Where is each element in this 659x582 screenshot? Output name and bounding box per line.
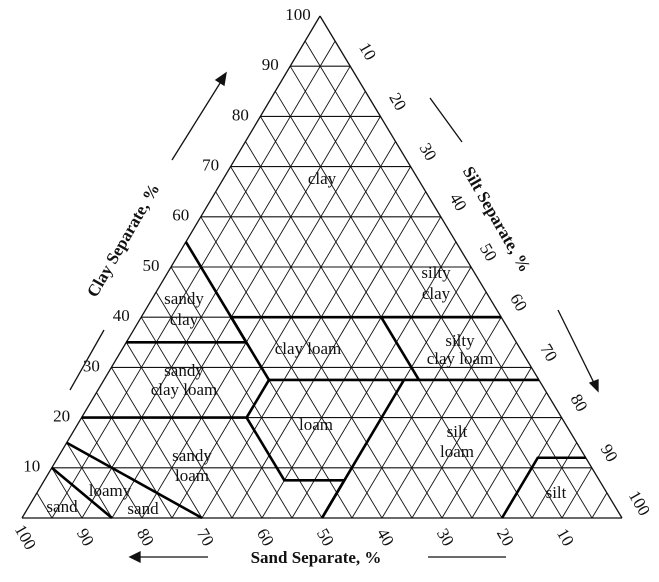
- label-sandy-loam-2: loam: [175, 466, 209, 485]
- silt-arrow-head-icon: [588, 379, 599, 393]
- label-silty-clay-loam-1: silty: [445, 331, 475, 350]
- silt-grid-line: [471, 392, 547, 519]
- clay-tick-label: 30: [83, 356, 100, 375]
- clay-axis-title: Clay Separate, %: [83, 180, 163, 300]
- sand-tick-label: 100: [11, 521, 40, 553]
- sand-grid-line: [155, 291, 293, 519]
- sand-tick-label: 90: [73, 525, 98, 549]
- label-silt-loam-2: loam: [440, 442, 474, 461]
- label-sandy-clay-1: sandy: [164, 289, 204, 308]
- silt-tick-label: 70: [536, 340, 561, 364]
- clay-tick-label: 100: [285, 5, 311, 24]
- label-silty-clay-loam-2: clay loam: [427, 349, 494, 368]
- clay-tick-label: 10: [23, 457, 40, 476]
- sand-grid-line: [215, 191, 413, 519]
- clay-arrow-head-icon: [214, 71, 227, 87]
- sand-tick-label: 80: [133, 525, 158, 549]
- label-silt: silt: [546, 483, 567, 502]
- silt-tick-label: 50: [476, 240, 501, 264]
- silt-grid-line: [111, 91, 366, 519]
- silt-tick-label: 60: [506, 290, 531, 314]
- label-silty-clay-1: silty: [421, 263, 451, 282]
- silt-grid-line: [351, 291, 487, 519]
- axis-arrows: [69, 71, 599, 564]
- label-clay-loam: clay loam: [275, 339, 342, 358]
- clay-tick-label: 80: [232, 105, 249, 124]
- silt-tick-label: 100: [625, 487, 654, 519]
- sand-arrow-head-icon: [128, 550, 141, 564]
- sand-grid-line: [36, 492, 53, 519]
- label-loam: loam: [299, 415, 333, 434]
- texture-boundary: [230, 316, 248, 343]
- clay-axis-line: [69, 329, 105, 391]
- texture-boundary: [380, 316, 421, 381]
- silt-grid-line: [51, 40, 336, 519]
- clay-tick-label: 70: [202, 156, 219, 175]
- label-silt-loam-1: silt: [447, 422, 468, 441]
- silt-tick-label: 20: [385, 89, 410, 113]
- sand-grid-line: [125, 342, 233, 519]
- silt-grid-line: [381, 316, 502, 519]
- texture-boundary: [66, 441, 203, 520]
- silt-tick-label: 10: [355, 39, 380, 63]
- silt-grid-line: [441, 367, 532, 519]
- label-sandy-clay-loam-2: clay loam: [151, 380, 218, 399]
- silt-axis-line: [429, 97, 463, 143]
- label-loamy-sand-1: loamy: [89, 481, 132, 500]
- label-silty-clay-2: clay: [422, 284, 451, 303]
- sand-tick-label: 20: [493, 525, 518, 549]
- silt-grid-line: [171, 141, 396, 519]
- label-clay: clay: [308, 169, 337, 188]
- clay-tick-label: 20: [53, 407, 70, 426]
- label-sand: sand: [46, 497, 78, 516]
- sand-tick-label: 10: [553, 525, 578, 549]
- texture-boundary: [500, 456, 586, 519]
- label-loamy-sand-2: sand: [127, 499, 159, 518]
- sand-axis-title: Sand Separate, %: [251, 548, 382, 567]
- label-sandy-clay-loam-1: sandy: [164, 361, 204, 380]
- texture-boundary: [245, 378, 539, 419]
- label-sandy-clay-2: clay: [170, 310, 199, 329]
- sand-grid-line: [304, 40, 593, 519]
- sand-grid-line: [274, 91, 533, 519]
- silt-arrow: [557, 309, 595, 384]
- silt-grid-line: [411, 342, 517, 519]
- silt-grid-line: [231, 191, 427, 519]
- sand-tick-label: 70: [193, 525, 218, 549]
- class-labels: clay silty clay sandy clay clay loam sil…: [46, 169, 566, 518]
- clay-tick-label: 90: [262, 55, 279, 74]
- clay-arrow: [171, 79, 223, 161]
- label-sandy-loam-1: sandy: [172, 446, 212, 465]
- sand-grid-line: [170, 266, 323, 519]
- sand-tick-label: 60: [253, 525, 278, 549]
- silt-tick-label: 30: [416, 140, 441, 164]
- silt-grid-line: [561, 467, 593, 519]
- clay-tick-label: 50: [143, 256, 160, 275]
- sand-grid-line: [245, 141, 473, 519]
- sand-tick-label: 40: [373, 525, 398, 549]
- silt-tick-label: 80: [567, 391, 592, 415]
- texture-boundary: [50, 466, 113, 519]
- texture-boundary: [320, 379, 406, 519]
- sand-tick-label: 50: [313, 525, 338, 549]
- silt-tick-label: 40: [446, 190, 471, 214]
- silt-grid-line: [531, 442, 578, 519]
- sand-grid-line: [51, 467, 83, 519]
- clay-tick-label: 40: [113, 306, 130, 325]
- texture-class-boundaries: [50, 241, 586, 520]
- sand-grid-line: [111, 367, 203, 519]
- silt-axis-title: Silt Separate, %: [459, 163, 535, 275]
- sand-tick-label: 30: [433, 525, 458, 549]
- sand-grid-line: [96, 392, 173, 519]
- silt-tick-label: 90: [597, 441, 622, 465]
- silt-grid-line: [591, 492, 608, 519]
- sand-grid-line: [66, 442, 113, 519]
- clay-tick-label: 60: [172, 206, 189, 225]
